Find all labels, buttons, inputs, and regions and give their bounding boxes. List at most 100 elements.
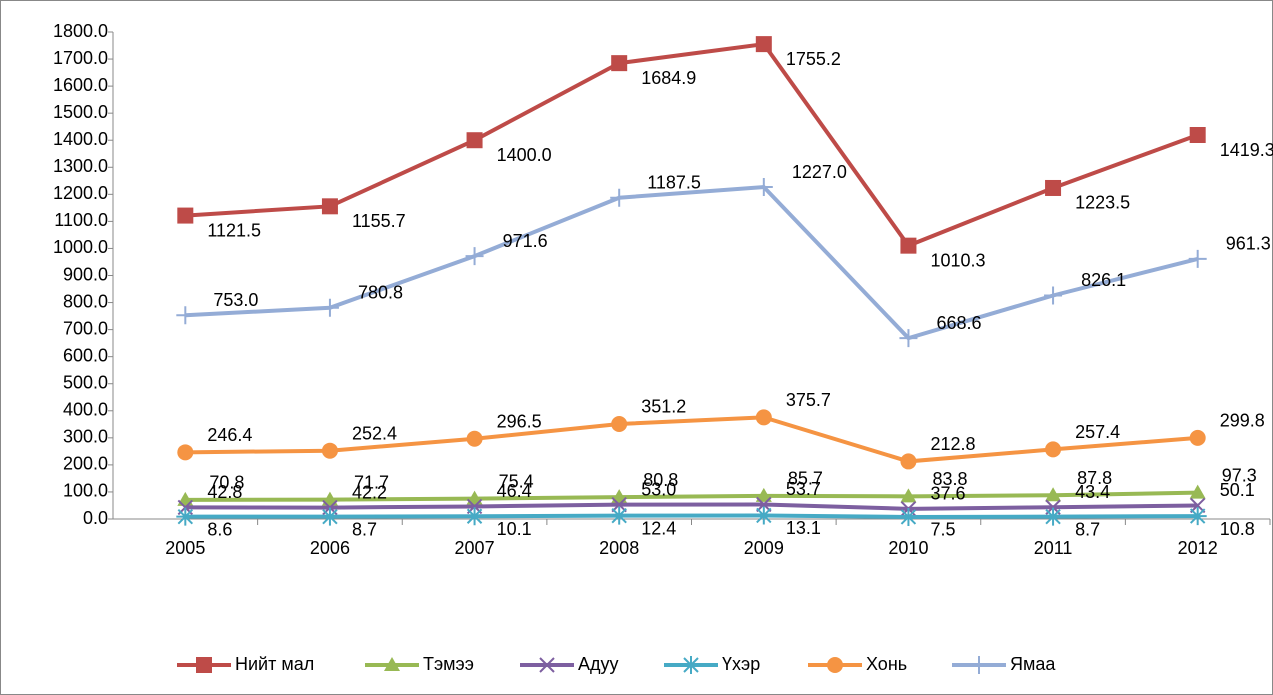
marker: [900, 237, 917, 254]
data-label: 1400.0: [497, 145, 552, 165]
series-line: [185, 41, 1199, 249]
marker: [755, 409, 772, 426]
data-label: 46.4: [497, 481, 532, 501]
data-label: 1419.3: [1220, 140, 1273, 160]
data-label: 85.7: [788, 469, 823, 489]
legend-label: Үхэр: [722, 654, 760, 674]
data-label: 375.7: [786, 390, 831, 410]
marker: [1044, 286, 1063, 305]
y-tick-label: 500.0: [63, 372, 108, 392]
series-line: [185, 184, 1199, 341]
legend-label: Нийт мал: [235, 654, 314, 674]
marker: [466, 430, 483, 447]
marker: [756, 496, 772, 513]
data-label: 246.4: [207, 425, 252, 445]
data-label: 8.6: [207, 519, 232, 539]
data-label: 13.1: [786, 518, 821, 538]
data-label: 1010.3: [930, 250, 985, 270]
y-tick-label: 400.0: [63, 400, 108, 420]
marker: [754, 178, 773, 197]
marker: [321, 491, 338, 506]
marker: [466, 132, 483, 149]
data-label: 1121.5: [207, 220, 261, 240]
x-tick-label: 2010: [888, 538, 928, 558]
marker: [827, 657, 843, 673]
data-label: 351.2: [641, 397, 686, 417]
y-tick-label: 1800.0: [53, 21, 108, 41]
x-tick-label: 2012: [1178, 538, 1218, 558]
data-label: 87.8: [1077, 468, 1112, 488]
marker: [610, 188, 629, 207]
y-tick-label: 700.0: [63, 318, 108, 338]
y-tick-label: 1200.0: [53, 183, 108, 203]
data-label: 1684.9: [641, 68, 696, 88]
data-label: 296.5: [497, 412, 542, 432]
data-label: 71.7: [354, 472, 389, 492]
data-label: 971.6: [503, 231, 548, 251]
data-label: 43.4: [1075, 482, 1110, 502]
data-label: 780.8: [358, 283, 403, 303]
marker: [176, 306, 195, 325]
y-tick-label: 1600.0: [53, 75, 108, 95]
data-label: 53.0: [641, 479, 676, 499]
data-label: 299.8: [1220, 411, 1265, 431]
y-tick-label: 1500.0: [53, 102, 108, 122]
marker: [177, 444, 194, 461]
data-label: 826.1: [1081, 270, 1126, 290]
data-label: 10.8: [1220, 519, 1255, 539]
x-tick-label: 2005: [165, 538, 205, 558]
data-label: 8.7: [352, 519, 377, 539]
data-label: 1155.7: [352, 211, 406, 231]
series-line: [185, 513, 1198, 519]
data-label: 97.3: [1222, 465, 1257, 485]
data-label: 42.2: [352, 482, 387, 502]
data-label: 753.0: [213, 290, 258, 310]
y-tick-label: 1100.0: [54, 210, 108, 230]
marker: [611, 415, 628, 432]
marker: [900, 453, 917, 470]
data-label: 252.4: [352, 423, 397, 443]
data-label: 961.3: [1226, 234, 1271, 254]
x-tick-label: 2006: [310, 538, 350, 558]
data-label: 50.1: [1220, 480, 1255, 500]
data-label: 7.5: [930, 520, 955, 540]
marker: [610, 506, 629, 525]
data-label: 1227.0: [792, 162, 847, 182]
data-label: 37.6: [930, 484, 965, 504]
marker: [1045, 179, 1062, 196]
series-line: [185, 415, 1198, 464]
marker: [754, 506, 773, 525]
y-tick-label: 100.0: [63, 481, 108, 501]
x-tick-label: 2007: [455, 538, 495, 558]
marker: [1189, 429, 1206, 446]
marker: [1188, 249, 1207, 268]
marker: [755, 487, 772, 502]
legend-label: Адуу: [578, 654, 619, 674]
marker: [1045, 487, 1062, 502]
y-tick-label: 0.0: [83, 508, 108, 528]
data-label: 257.4: [1075, 422, 1120, 442]
marker: [384, 657, 400, 671]
marker: [899, 329, 918, 348]
legend-label: Ямаа: [1010, 654, 1056, 674]
marker: [755, 36, 772, 53]
data-label: 1755.2: [786, 49, 841, 69]
marker: [900, 488, 917, 503]
data-label: 83.8: [932, 469, 967, 489]
data-label: 75.4: [499, 471, 534, 491]
legend-label: Хонь: [866, 654, 907, 674]
x-tick-label: 2011: [1034, 538, 1073, 558]
marker: [465, 507, 484, 526]
data-label: 10.1: [497, 519, 532, 539]
data-label: 1187.5: [647, 172, 701, 192]
data-label: 668.6: [936, 313, 981, 333]
y-tick-label: 800.0: [63, 291, 108, 311]
marker: [1188, 507, 1207, 526]
x-tick-label: 2008: [599, 538, 639, 558]
marker: [321, 442, 338, 459]
series-line: [185, 490, 1198, 502]
marker: [1045, 441, 1062, 458]
data-label: 1223.5: [1075, 193, 1130, 213]
y-tick-label: 200.0: [63, 454, 108, 474]
